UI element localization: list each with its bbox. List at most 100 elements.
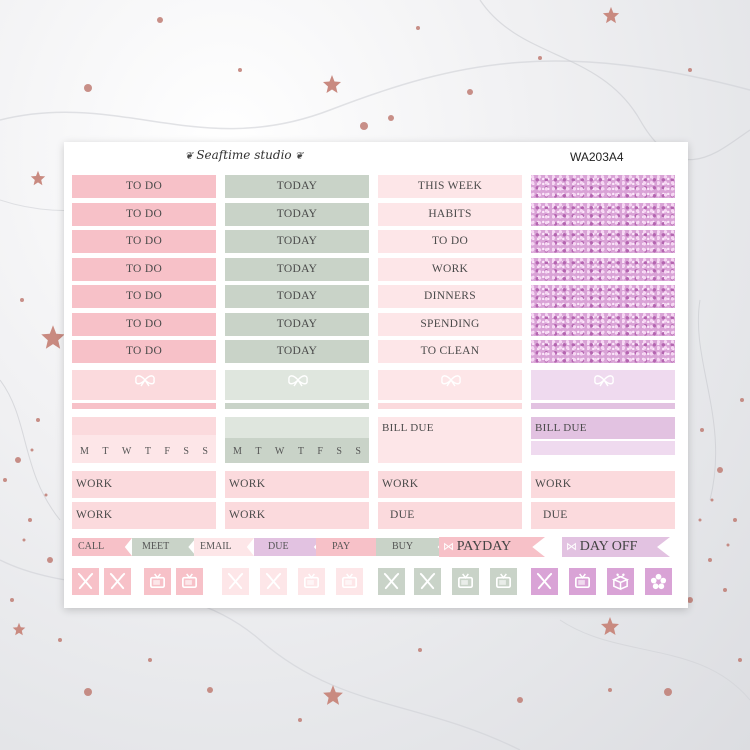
utensils-icon xyxy=(72,568,99,595)
work-box xyxy=(378,471,522,498)
weekday-letter: T xyxy=(297,446,304,457)
dayoff-banner: ⋈ DAY OFF xyxy=(562,537,670,557)
work-box xyxy=(72,502,216,529)
sticker-label: TODAY xyxy=(225,258,369,281)
work-label: WORK xyxy=(229,509,266,521)
bow-banner-stripe xyxy=(378,403,522,409)
glitter-strip xyxy=(531,340,675,363)
payday-banner: ⋈ PAYDAY xyxy=(439,537,545,557)
sticker-label: SPENDING xyxy=(378,313,522,336)
tv-icon xyxy=(569,568,596,595)
star-confetti-icon xyxy=(30,170,46,186)
weekday-letter: S xyxy=(355,446,361,457)
glitter-strip xyxy=(531,258,675,281)
dayoff-label: DAY OFF xyxy=(579,539,638,554)
sticker-label: TO DO xyxy=(72,313,216,336)
work-label: WORK xyxy=(76,478,113,490)
glitter-strip xyxy=(531,313,675,336)
utensils-icon xyxy=(104,568,131,595)
weekday-letters: M T W T F S S xyxy=(233,446,361,457)
work-box xyxy=(225,502,369,529)
weekday-letter: M xyxy=(233,446,242,457)
bow-banner-stripe xyxy=(225,403,369,409)
star-confetti-icon xyxy=(601,617,619,635)
weekday-letter: S xyxy=(202,446,208,457)
due-label: DUE xyxy=(390,509,415,521)
bill-due-label: BILL DUE xyxy=(382,422,434,434)
sticker-label: TODAY xyxy=(225,230,369,253)
work-label: WORK xyxy=(229,478,266,490)
glitter-strip xyxy=(531,203,675,226)
tv-icon xyxy=(298,568,325,595)
weekday-letter: F xyxy=(164,446,170,457)
flourish-right-icon: ❦ xyxy=(291,151,304,162)
sticker-label: TODAY xyxy=(225,175,369,198)
tv-icon xyxy=(144,568,171,595)
due-box xyxy=(378,502,522,529)
bill-due-strip xyxy=(531,417,675,439)
utensils-icon xyxy=(531,568,558,595)
bow-banner-stripe xyxy=(72,403,216,409)
star-confetti-icon xyxy=(323,685,343,705)
bow-banner xyxy=(531,370,675,400)
utensils-icon xyxy=(414,568,441,595)
due-box xyxy=(531,502,675,529)
work-box xyxy=(225,471,369,498)
bow-icon: ⋈ xyxy=(566,541,580,553)
weekday-letter: T xyxy=(102,446,109,457)
tv-icon xyxy=(176,568,203,595)
utensils-icon xyxy=(378,568,405,595)
flag-pay: PAY xyxy=(316,538,386,556)
tv-icon xyxy=(336,568,363,595)
flourish-left-icon: ❦ xyxy=(184,151,197,162)
sheet-code: WA203A4 xyxy=(570,150,624,164)
glitter-strip xyxy=(531,285,675,308)
star-confetti-icon xyxy=(602,6,620,24)
weekday-letter: W xyxy=(121,446,132,457)
utensils-icon xyxy=(260,568,287,595)
weekday-letter: F xyxy=(317,446,323,457)
bow-icon xyxy=(288,375,308,387)
flag-due: DUE xyxy=(254,538,322,556)
sticker-label: TODAY xyxy=(225,340,369,363)
sticker-label: TO DO xyxy=(72,203,216,226)
bow-icon: ⋈ xyxy=(443,541,457,553)
star-confetti-icon xyxy=(323,75,341,93)
flower-icon xyxy=(645,568,672,595)
work-label: WORK xyxy=(76,509,113,521)
weekly-tracker-top xyxy=(72,417,216,435)
brand-logo: ❦ Seaftime studio ❦ xyxy=(64,148,424,162)
flag-email: EMAIL xyxy=(194,538,254,556)
work-label: WORK xyxy=(535,478,572,490)
work-box xyxy=(72,471,216,498)
weekday-letter: T xyxy=(255,446,262,457)
sticker-label: WORK xyxy=(378,258,522,281)
work-label: WORK xyxy=(382,478,419,490)
weekday-letter: T xyxy=(144,446,151,457)
glitter-strip xyxy=(531,230,675,253)
sticker-label: TO DO xyxy=(72,258,216,281)
sticker-label: TO DO xyxy=(72,285,216,308)
sticker-label: TO DO xyxy=(72,175,216,198)
weekly-tracker-bottom xyxy=(225,438,369,463)
due-label: DUE xyxy=(543,509,568,521)
bow-banner xyxy=(378,370,522,400)
sticker-label: DINNERS xyxy=(378,285,522,308)
sticker-label: TODAY xyxy=(225,203,369,226)
gift-box-icon xyxy=(607,568,634,595)
sticker-label: TODAY xyxy=(225,313,369,336)
glitter-strip xyxy=(531,175,675,198)
sticker-label: TO DO xyxy=(378,230,522,253)
bow-icon xyxy=(594,375,614,387)
bow-banner xyxy=(225,370,369,400)
flag-buy: BUY xyxy=(376,538,446,556)
tv-icon xyxy=(452,568,479,595)
flag-meet: MEET xyxy=(132,538,196,556)
bow-banner xyxy=(72,370,216,400)
sticker-label: TO CLEAN xyxy=(378,340,522,363)
work-box xyxy=(531,471,675,498)
sticker-label: HABITS xyxy=(378,203,522,226)
sticker-label: TODAY xyxy=(225,285,369,308)
bill-due-strip xyxy=(378,417,522,463)
